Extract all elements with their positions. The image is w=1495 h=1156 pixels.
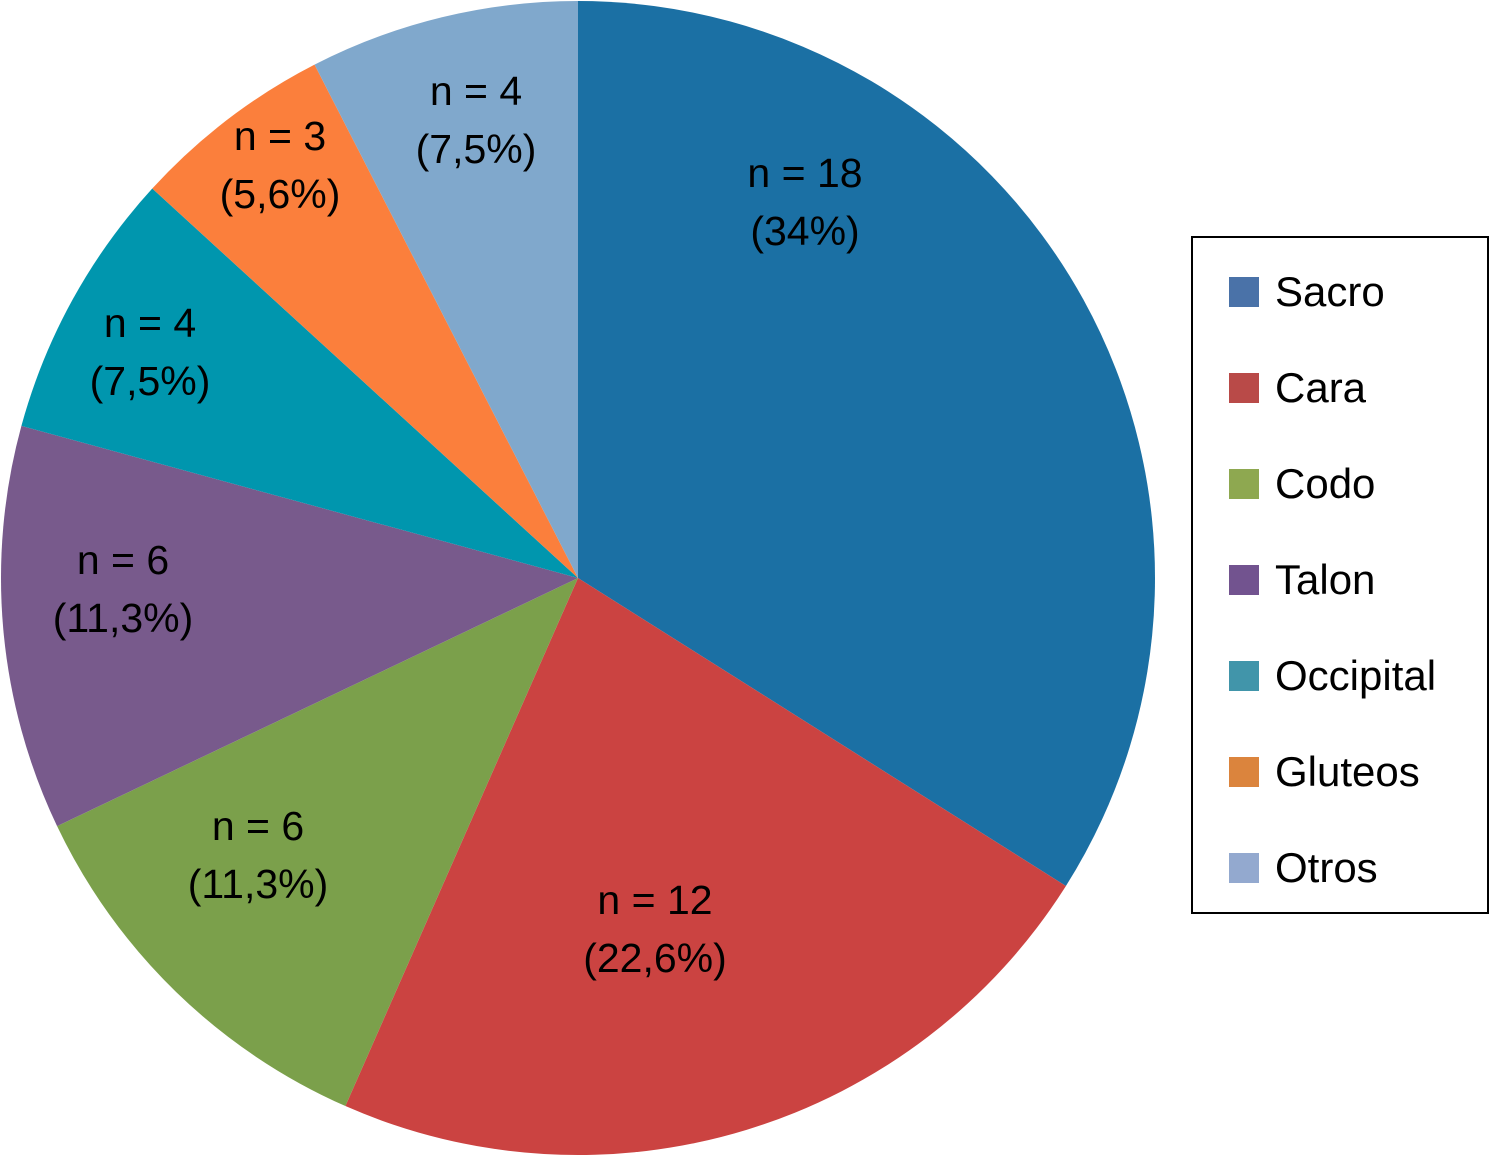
- legend: Sacro Cara Codo Talon Occipital Gluteos Otros: [1191, 236, 1489, 914]
- data-label-pct-sacro: (34%): [750, 208, 859, 254]
- legend-swatch: [1229, 469, 1259, 499]
- legend-item-talon: Talon: [1229, 556, 1375, 603]
- legend-item-occipital: Occipital: [1229, 652, 1436, 699]
- data-label-n-talon: n = 6: [77, 537, 169, 583]
- legend-swatch: [1229, 853, 1259, 883]
- data-label-pct-talon: (11,3%): [53, 595, 194, 641]
- pie-slice-cara: [345, 578, 1066, 1156]
- legend-label: Otros: [1275, 844, 1378, 891]
- data-label-n-otros: n = 4: [430, 68, 522, 114]
- legend-swatch: [1229, 373, 1259, 403]
- legend-label: Cara: [1275, 364, 1367, 411]
- legend-item-gluteos: Gluteos: [1229, 748, 1420, 795]
- data-label-n-cara: n = 12: [597, 877, 712, 923]
- data-label-pct-codo: (11,3%): [188, 861, 329, 907]
- data-label-pct-occipital: (7,5%): [90, 358, 211, 404]
- data-label-pct-cara: (22,6%): [583, 935, 727, 981]
- legend-label: Occipital: [1275, 652, 1437, 699]
- legend-item-codo: Codo: [1229, 460, 1375, 507]
- data-label-pct-otros: (7,5%): [416, 126, 537, 172]
- data-label-n-occipital: n = 4: [104, 300, 196, 346]
- data-label-n-gluteos: n = 3: [234, 113, 326, 159]
- legend-swatch: [1229, 565, 1259, 595]
- pie-slice-talon: [0, 425, 579, 827]
- legend-swatch: [1229, 277, 1259, 307]
- pie-slice-otros: [314, 1, 578, 578]
- pie-slice-occipital: [21, 188, 578, 579]
- legend-swatch: [1229, 757, 1259, 787]
- pie-slice-gluteos: [152, 64, 578, 579]
- legend-label: Gluteos: [1275, 748, 1420, 795]
- pie-slice-sacro: [578, 1, 1155, 887]
- legend-label: Sacro: [1275, 268, 1385, 315]
- legend-label: Talon: [1275, 556, 1376, 603]
- data-label-n-sacro: n = 18: [747, 150, 862, 196]
- legend-item-sacro: Sacro: [1229, 268, 1385, 315]
- data-label-pct-gluteos: (5,6%): [220, 171, 341, 217]
- pie-chart: n = 18 (34%) n = 12 (22,6%) n = 6 (11,3%) n = …: [0, 1, 1155, 1156]
- legend-item-cara: Cara: [1229, 364, 1366, 411]
- legend-swatch: [1229, 661, 1259, 691]
- pie-slice-codo: [57, 578, 579, 1107]
- legend-item-otros: Otros: [1229, 844, 1378, 891]
- legend-label: Codo: [1275, 460, 1376, 507]
- data-label-n-codo: n = 6: [212, 803, 304, 849]
